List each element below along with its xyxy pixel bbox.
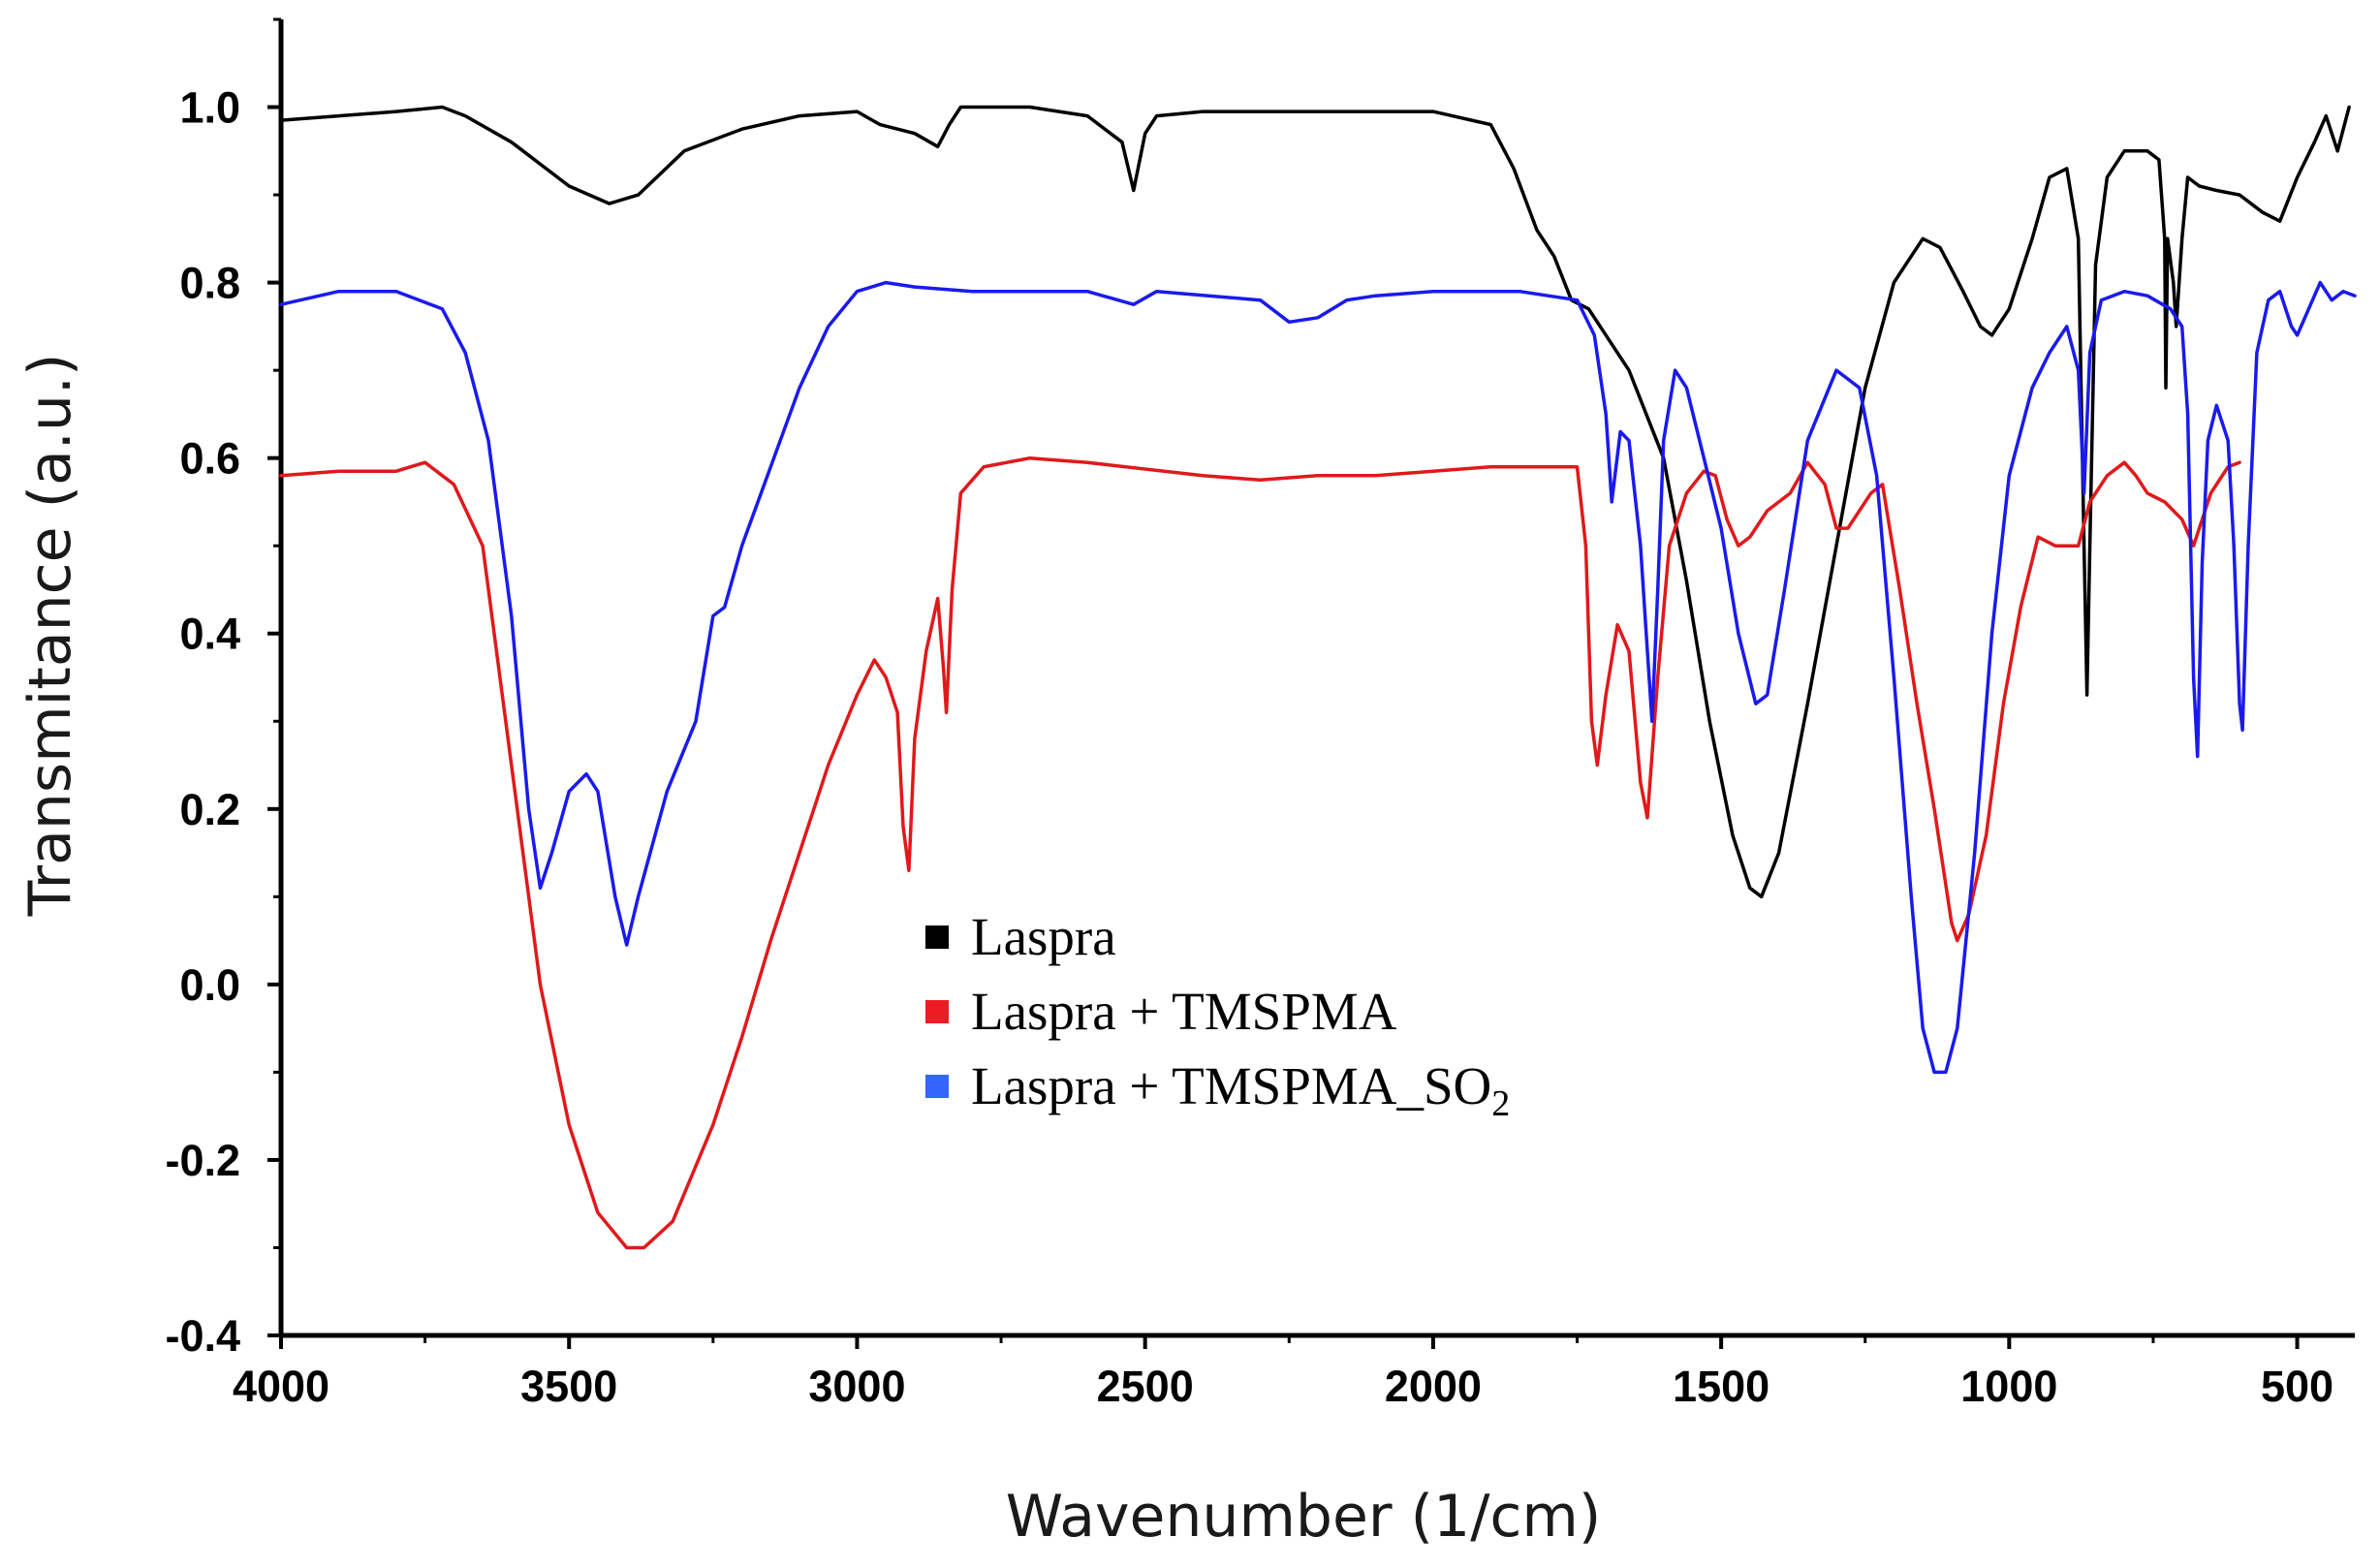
y-tick-label: 1.0	[179, 83, 240, 133]
legend: Laspra Laspra + TMSPMA Laspra + TMSPMA_SO2	[925, 907, 1510, 1124]
legend-label: Laspra	[971, 907, 1116, 966]
y-tick-label: 0.6	[179, 434, 240, 484]
legend-swatch	[925, 1000, 949, 1023]
legend-label: Laspra + TMSPMA_SO2	[971, 1056, 1510, 1124]
x-tick-label: 500	[2261, 1362, 2333, 1411]
ticks-layer: 4000 3500 3000 2500 2000 1500 1000 500 -0.4 -0.2 0…	[165, 17, 2333, 1411]
series-line-laspra-tmspma	[279, 455, 2241, 1250]
axes	[278, 19, 2355, 1338]
series-line-laspra-tmspma-so2	[279, 280, 2357, 1075]
series-layer	[279, 105, 2357, 1250]
x-axis-title: Wavenumber (1/cm)	[1006, 1483, 1602, 1551]
x-tick-label: 4000	[233, 1362, 329, 1411]
y-tick-label: 0.4	[179, 610, 240, 659]
legend-swatch	[925, 925, 949, 949]
y-axis-title: Transmitance (a.u.)	[16, 354, 84, 918]
x-tick-label: 3000	[808, 1362, 905, 1411]
x-tick-label: 1500	[1673, 1362, 1769, 1411]
y-tick-label: 0.2	[179, 785, 240, 834]
legend-swatch	[925, 1075, 949, 1098]
y-tick-label: -0.4	[165, 1311, 240, 1361]
x-tick-label: 2000	[1385, 1362, 1482, 1411]
legend-label: Laspra + TMSPMA	[971, 982, 1397, 1041]
y-tick-label: 0.8	[179, 259, 240, 308]
x-tick-label: 3500	[520, 1362, 617, 1411]
y-tick-label: -0.2	[165, 1136, 240, 1185]
series-line-laspra	[279, 105, 2351, 899]
x-tick-label: 2500	[1097, 1362, 1194, 1411]
y-tick-label: 0.0	[179, 960, 240, 1010]
x-tick-label: 1000	[1960, 1362, 2057, 1411]
